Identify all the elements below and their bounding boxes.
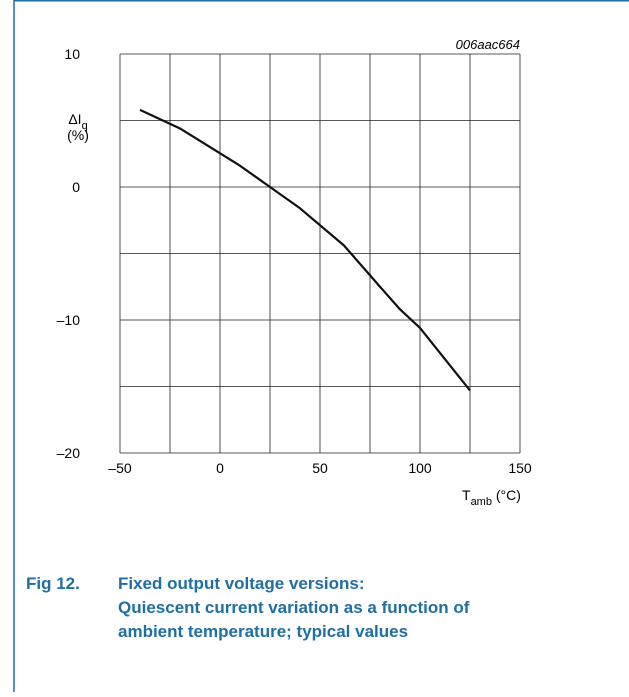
caption-line: Quiescent current variation as a functio… [118,598,470,617]
x-tick-label: 50 [312,460,328,476]
caption-line: ambient temperature; typical values [118,622,408,641]
caption-number: Fig 12. [26,574,80,593]
x-label-unit: (°C) [492,487,521,503]
y-axis-unit: (%) [67,127,89,143]
x-tick-label: 0 [216,460,224,476]
caption-line: Fixed output voltage versions: [118,574,365,593]
x-label-main: T [462,487,471,503]
data-line [139,108,471,392]
x-label-sub: amb [471,496,492,508]
x-tick-label: 150 [508,460,532,476]
y-label-main: ΔI [68,111,81,127]
y-tick-label: –10 [57,312,81,328]
y-label-sub: q [82,120,88,132]
figure-code: 006aac664 [456,37,520,52]
y-axis-label: ΔIq [68,111,87,132]
x-axis-label: Tamb (°C) [462,487,521,508]
y-tick-label: 0 [72,179,80,195]
y-tick-label: –20 [57,445,81,461]
x-tick-label: 100 [408,460,432,476]
y-tick-label: 10 [64,46,80,62]
x-tick-label: –50 [108,460,132,476]
